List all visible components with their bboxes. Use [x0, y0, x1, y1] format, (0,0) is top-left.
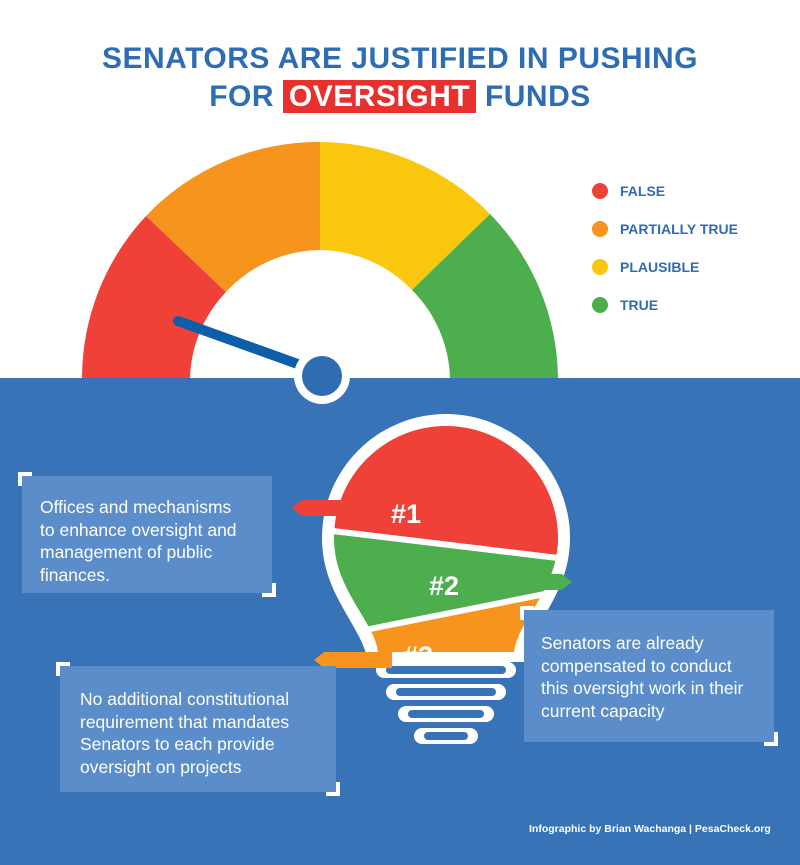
point-2-line: compensated to conduct — [541, 655, 732, 676]
legend-item-plausible: PLAUSIBLE — [592, 248, 792, 286]
point-3-line: requirement that mandates — [80, 711, 290, 732]
legend-item-true: TRUE — [592, 286, 792, 324]
gauge-needle — [173, 316, 325, 377]
point-1-line: to enhance oversight and — [40, 519, 237, 540]
gauge-segment-false — [82, 216, 226, 378]
legend-label: TRUE — [620, 297, 659, 313]
bulb-base-ring-3-inner — [408, 710, 484, 718]
point-3-line: oversight on projects — [80, 756, 242, 777]
legend-label: PARTIALLY TRUE — [620, 221, 738, 237]
point-1-line: management of public — [40, 542, 213, 562]
gauge — [82, 141, 558, 404]
gauge-segment-plausible — [320, 142, 490, 290]
point-1-line: Offices and mechanisms — [40, 497, 232, 517]
tab-3-pointer — [314, 652, 392, 668]
legend-label: FALSE — [620, 183, 666, 199]
credit-line: Infographic by Brian Wachanga | PesaChec… — [529, 823, 771, 835]
legend: FALSE PARTIALLY TRUE PLAUSIBLE TRUE — [592, 172, 792, 324]
point-box-1: Offices and mechanisms to enhance oversi… — [22, 476, 272, 593]
bulb-base-tip-inner — [424, 732, 468, 740]
page-title: SENATORS ARE JUSTIFIED IN PUSHING FOR OV… — [0, 40, 800, 116]
bulb-tag-2: #2 — [429, 571, 459, 601]
title-line-2: FOR OVERSIGHT FUNDS — [0, 78, 800, 116]
box-corners — [18, 472, 778, 796]
bulb-tag-3: #3 — [403, 641, 433, 671]
title-prefix: FOR — [209, 80, 275, 113]
bulb-base-ring-2-inner — [396, 688, 496, 696]
point-1-line: finances. — [40, 564, 111, 585]
point-2-line: Senators are already — [541, 633, 704, 653]
point-box-2: Senators are already compensated to cond… — [524, 610, 774, 742]
point-2-line: current capacity — [541, 700, 665, 721]
bulb-base-ring-1-inner — [386, 666, 506, 674]
tab-1-pointer — [292, 500, 380, 516]
gauge-hub-inner — [302, 356, 342, 396]
gauge-segment-true — [412, 214, 558, 378]
title-highlight: OVERSIGHT — [282, 80, 477, 113]
point-3-line: Senators to each provide — [80, 734, 275, 754]
legend-label: PLAUSIBLE — [620, 259, 700, 275]
legend-item-partially-true: PARTIALLY TRUE — [592, 210, 792, 248]
legend-dot — [592, 221, 608, 237]
legend-item-false: FALSE — [592, 172, 792, 210]
gauge-segment-partially-true — [146, 141, 320, 292]
point-box-3: No additional constitutional requirement… — [60, 666, 336, 792]
legend-dot — [592, 259, 608, 275]
point-3-line: No additional constitutional — [80, 689, 290, 709]
tab-2-pointer — [500, 574, 572, 590]
legend-dot — [592, 297, 608, 313]
point-2-line: this oversight work in their — [541, 678, 744, 698]
title-line-1: SENATORS ARE JUSTIFIED IN PUSHING — [101, 42, 699, 75]
legend-dot — [592, 183, 608, 199]
title-suffix: FUNDS — [484, 80, 591, 113]
bulb-tag-1: #1 — [391, 499, 421, 529]
bulb-band-2 — [334, 530, 558, 640]
